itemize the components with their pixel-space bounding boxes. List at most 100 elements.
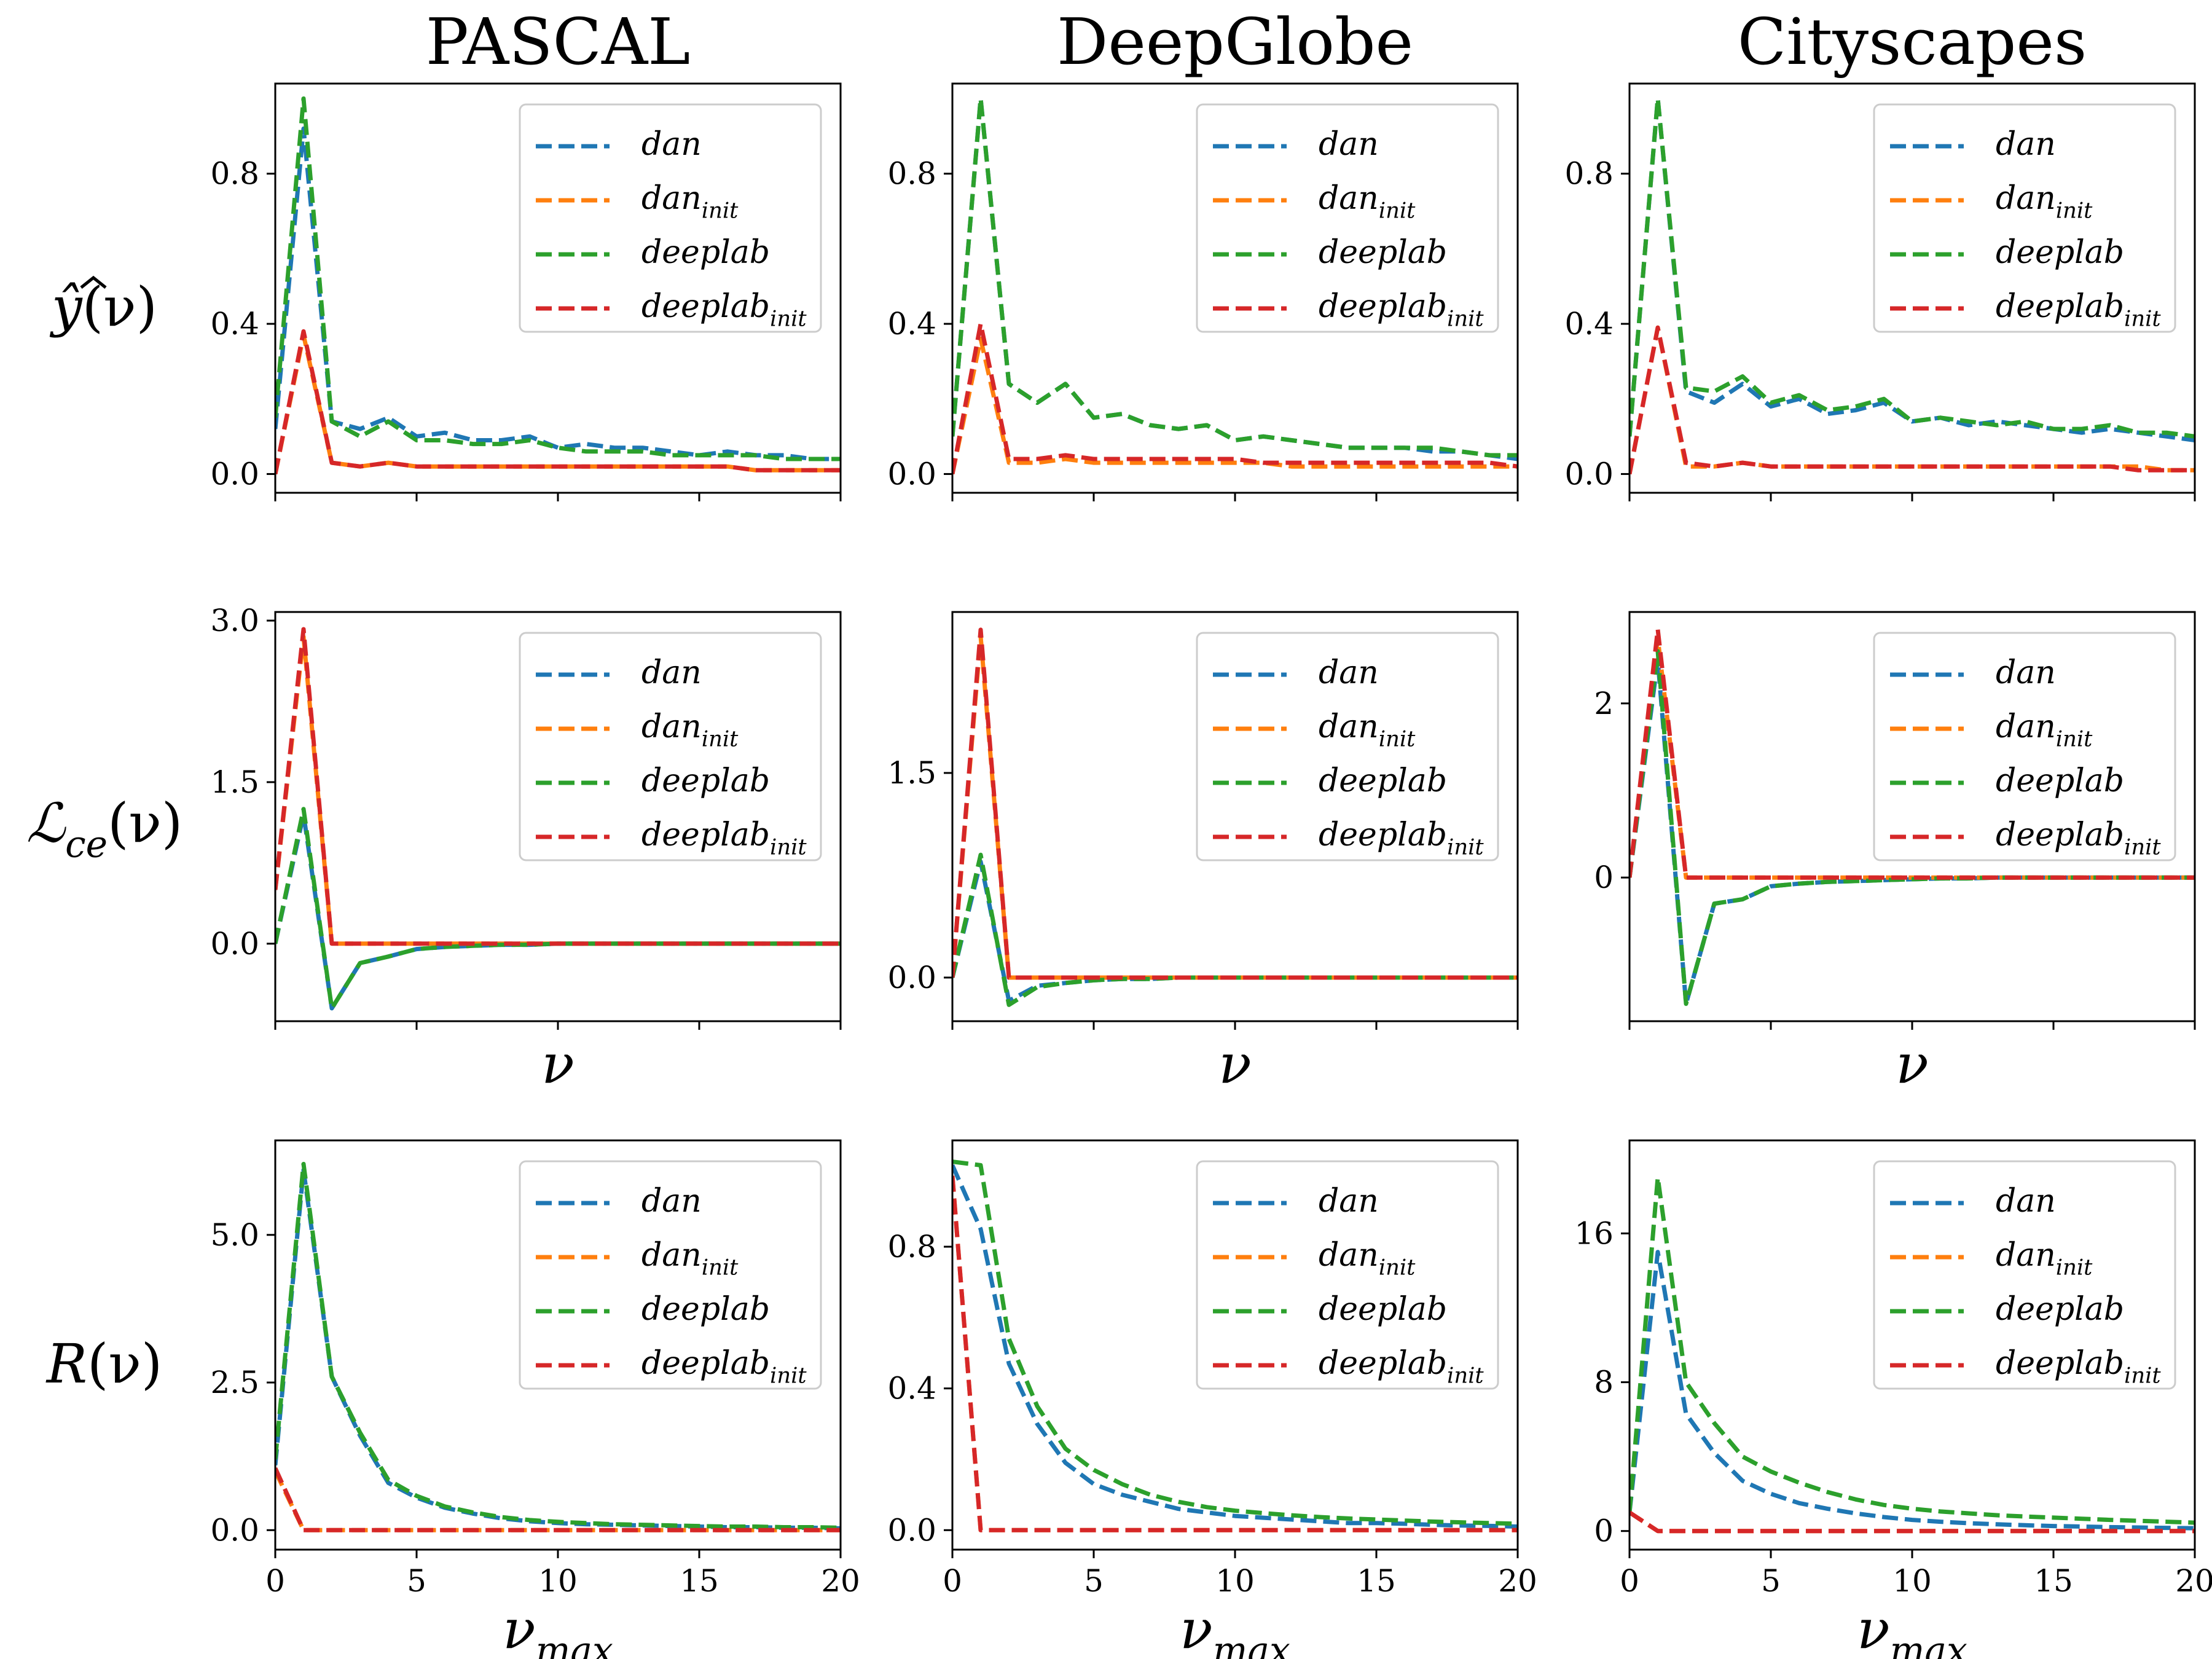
legend-label-sub: init (2124, 307, 2161, 332)
y-tick-label: 0.4 (1564, 306, 1614, 342)
legend-box (519, 103, 822, 333)
legend-label: deeplab (1319, 1291, 1447, 1328)
legend-label-sub: init (702, 1255, 739, 1281)
row-label-cross-entropy-arg: (ν) (108, 791, 182, 855)
legend-label-base: dan (1319, 1237, 1379, 1274)
y-hat-accent (80, 275, 107, 289)
y-tick-label: 0 (1594, 1513, 1614, 1549)
legend-label: deeplabinit (1996, 288, 2161, 332)
legend-label-base: dan (1319, 126, 1379, 163)
x-tick-label: 10 (538, 1563, 578, 1599)
legend-label: deeplabinit (1996, 1345, 2161, 1389)
legend-label-base: dan (1996, 126, 2056, 163)
legend-label: daninit (641, 708, 739, 752)
row-label-cross-entropy: ℒce(ν) (26, 791, 182, 866)
legend-label-sub: init (1447, 835, 1484, 860)
series-group (952, 1159, 1518, 1532)
y-tick-label: 0.0 (887, 456, 936, 492)
y-tick-label: 0.8 (1564, 156, 1614, 192)
legend-box (519, 1160, 822, 1390)
row-label-r-arg: (ν) (87, 1332, 162, 1395)
x-tick-label: 20 (1498, 1563, 1537, 1599)
row-label-y-hat-arg: (ν) (82, 275, 157, 339)
x-axis-label-nu-max-base: ν (1180, 1598, 1213, 1659)
legend-label-base: deeplab (1319, 1345, 1447, 1382)
legend-label-sub: init (702, 727, 739, 752)
legend-label-base: deeplab (641, 288, 770, 325)
column-title-deepglobe: DeepGlobe (1057, 4, 1413, 79)
legend-box (1873, 632, 2176, 861)
y-tick-label: 5.0 (210, 1217, 259, 1253)
legend-label: dan (641, 126, 702, 163)
legend-label-base: dan (1996, 708, 2056, 745)
legend-label-sub: init (1447, 307, 1484, 332)
y-tick-label: 0.8 (887, 1229, 936, 1265)
legend-label-base: deeplab (1319, 288, 1447, 325)
legend-label-base: deeplab (1319, 817, 1447, 853)
y-tick-label: 0.0 (210, 926, 259, 962)
series-group (275, 96, 841, 475)
series-line-deeplab-init (1630, 325, 2195, 475)
legend-label-base: deeplab (1996, 1345, 2124, 1382)
legend-label: daninit (1319, 708, 1416, 752)
legend-label-base: deeplab (1319, 234, 1447, 271)
y-tick-label: 2 (1594, 686, 1614, 721)
x-tick-label: 15 (1357, 1563, 1396, 1599)
x-tick-label: 10 (1215, 1563, 1255, 1599)
legend-label: deeplab (641, 763, 770, 799)
y-tick-label: 0.4 (887, 1371, 936, 1406)
legend-label: dan (1996, 654, 2056, 691)
x-axis-label-nu-base: ν (1896, 1032, 1929, 1096)
legend-label: daninit (1319, 180, 1416, 224)
row-labels: ŷ(ν)ℒce(ν)R(ν) (26, 275, 182, 1395)
series-line-dan (952, 1164, 1518, 1529)
series-line-deeplab-init (1630, 1510, 2195, 1534)
row-label-y-hat-base: ŷ (49, 275, 83, 339)
legend-label: deeplab (641, 234, 770, 271)
legend-label-base: dan (1319, 708, 1379, 745)
y-tick-label: 0.0 (210, 1512, 259, 1548)
legend-label-base: dan (1996, 1237, 2056, 1274)
legend-label-base: deeplab (641, 763, 770, 799)
legend-label: dan (1319, 654, 1379, 691)
series-line-deeplab (275, 96, 841, 461)
legend-box (519, 632, 822, 861)
legend-label: deeplabinit (1319, 1345, 1484, 1389)
x-tick-label: 0 (265, 1563, 285, 1599)
x-axis-label-nu: ν (1896, 1032, 1929, 1096)
series-line-deeplab-init (952, 627, 1518, 980)
legend-label: deeplabinit (1319, 288, 1484, 332)
x-axis-label-nu-max: νmax (1857, 1598, 1967, 1659)
legend-label-sub: init (2124, 835, 2161, 860)
x-axis-label-nu-max-sub: max (1213, 1630, 1290, 1659)
legend-label-sub: init (2056, 1255, 2093, 1281)
legend-label: daninit (641, 180, 739, 224)
x-tick-label: 20 (821, 1563, 860, 1599)
legend-label-base: deeplab (1996, 234, 2124, 271)
legend-label: dan (1996, 126, 2056, 163)
y-tick-label: 8 (1594, 1365, 1614, 1400)
series-group (1630, 1175, 2195, 1534)
series-group (275, 627, 841, 1011)
legend-label-sub: init (1447, 1363, 1484, 1389)
row-label-r: R(ν) (45, 1332, 162, 1395)
column-title-pascal: PASCAL (426, 4, 691, 79)
legend-label: deeplab (641, 1291, 770, 1328)
legend-label: deeplab (1996, 234, 2124, 271)
legend-label-base: dan (641, 1183, 702, 1220)
legend-label-base: deeplab (1319, 763, 1447, 799)
x-tick-label: 15 (680, 1563, 719, 1599)
series-line-deeplab-init (275, 627, 841, 946)
y-tick-label: 0.8 (887, 156, 936, 192)
y-tick-label: 0.4 (210, 306, 259, 342)
legend-label: dan (1319, 126, 1379, 163)
legend-label: deeplab (1319, 763, 1447, 799)
legend-label-sub: init (1379, 1255, 1416, 1281)
